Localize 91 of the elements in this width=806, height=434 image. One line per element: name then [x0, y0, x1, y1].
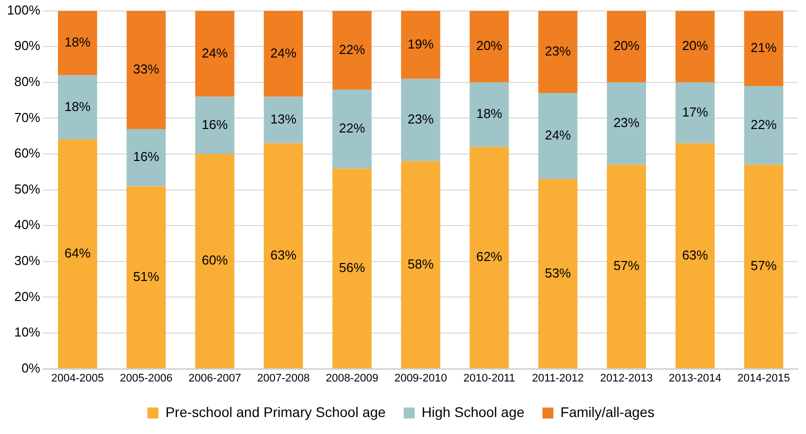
data-label: 20% [682, 38, 709, 54]
bar [538, 93, 578, 180]
x-tick-label: 2008-2009 [326, 372, 378, 384]
data-label: 62% [476, 249, 503, 264]
bar [538, 10, 578, 94]
x-tick-label: 2009-2010 [394, 372, 447, 384]
data-label: 51% [133, 268, 160, 284]
y-tick-label: 70% [14, 110, 41, 125]
data-label: 64% [64, 246, 91, 261]
data-label: 23% [408, 112, 434, 127]
bar [676, 82, 715, 144]
data-label: 17% [682, 104, 709, 120]
data-label: 22% [338, 42, 366, 57]
bar [126, 186, 166, 368]
x-tick-label: 2004-2005 [51, 372, 104, 384]
data-label: 24% [202, 45, 228, 60]
data-label: 21% [750, 40, 778, 55]
data-label: 18% [64, 99, 91, 114]
y-tick-label: 30% [14, 252, 41, 268]
bar [264, 10, 303, 97]
bar [58, 75, 98, 140]
data-label: 23% [544, 44, 572, 59]
legend-label: High School age [422, 404, 525, 420]
data-label: 13% [270, 112, 297, 127]
bar [401, 161, 440, 368]
y-tick-label: 50% [14, 181, 41, 196]
bar [126, 10, 166, 129]
x-tick-label: 2005-2006 [120, 372, 172, 384]
data-label: 24% [270, 45, 297, 60]
bar [58, 140, 98, 368]
data-label: 63% [682, 247, 709, 262]
bar [332, 10, 372, 90]
bar [470, 82, 509, 147]
legend-label: Family/all-ages [560, 404, 655, 420]
bar [264, 143, 303, 368]
data-label: 16% [202, 116, 228, 132]
bar [606, 10, 646, 82]
bar [538, 179, 578, 368]
x-tick-label: 2012-2013 [600, 372, 653, 384]
bar [332, 90, 372, 168]
x-tick-label: 2010-2011 [463, 372, 516, 384]
data-label: 22% [338, 120, 366, 136]
data-label: 18% [64, 34, 91, 50]
data-label: 23% [613, 115, 640, 130]
bar [332, 168, 372, 368]
bar [606, 82, 646, 165]
data-label: 57% [613, 258, 640, 274]
bar [195, 10, 234, 97]
data-label: 20% [476, 38, 503, 54]
y-tick-label: 0% [21, 360, 41, 376]
bar [401, 78, 440, 162]
x-tick-label: 2014-2015 [737, 372, 790, 384]
y-tick-label: 90% [14, 38, 41, 54]
bar [264, 96, 303, 144]
bar [744, 10, 784, 86]
data-label: 63% [270, 247, 297, 262]
data-label: 24% [544, 128, 572, 143]
data-label: 53% [544, 265, 572, 280]
data-label: 22% [750, 116, 778, 132]
bar [126, 128, 166, 186]
bar [401, 10, 440, 79]
bar [470, 10, 509, 82]
bar [606, 164, 646, 368]
bar [676, 10, 715, 82]
bar [744, 164, 784, 368]
y-tick-label: 80% [14, 74, 41, 89]
data-label: 56% [338, 260, 366, 275]
bar [470, 146, 509, 368]
y-tick-label: 40% [14, 217, 41, 232]
y-tick-label: 20% [14, 288, 41, 304]
data-label: 19% [408, 36, 434, 52]
x-tick-label: 2007-2008 [257, 372, 310, 384]
legend-label: Pre-school and Primary School age [165, 404, 386, 420]
bar [744, 86, 784, 165]
data-label: 58% [408, 256, 434, 272]
x-tick-label: 2011-2012 [532, 372, 584, 384]
data-label: 57% [750, 258, 778, 274]
y-tick-label: 100% [7, 2, 41, 18]
data-label: 60% [202, 252, 228, 268]
bar [195, 96, 234, 154]
data-label: 16% [133, 149, 160, 164]
bar [58, 10, 98, 76]
data-label: 33% [133, 61, 160, 76]
x-tick-label: 2013-2014 [668, 372, 722, 384]
y-tick-label: 60% [14, 146, 41, 161]
x-tick-label: 2006-2007 [188, 372, 242, 384]
data-label: 18% [476, 106, 503, 122]
y-tick-label: 10% [14, 324, 41, 340]
bar [676, 143, 715, 368]
bar [195, 154, 234, 368]
data-label: 20% [613, 38, 640, 54]
